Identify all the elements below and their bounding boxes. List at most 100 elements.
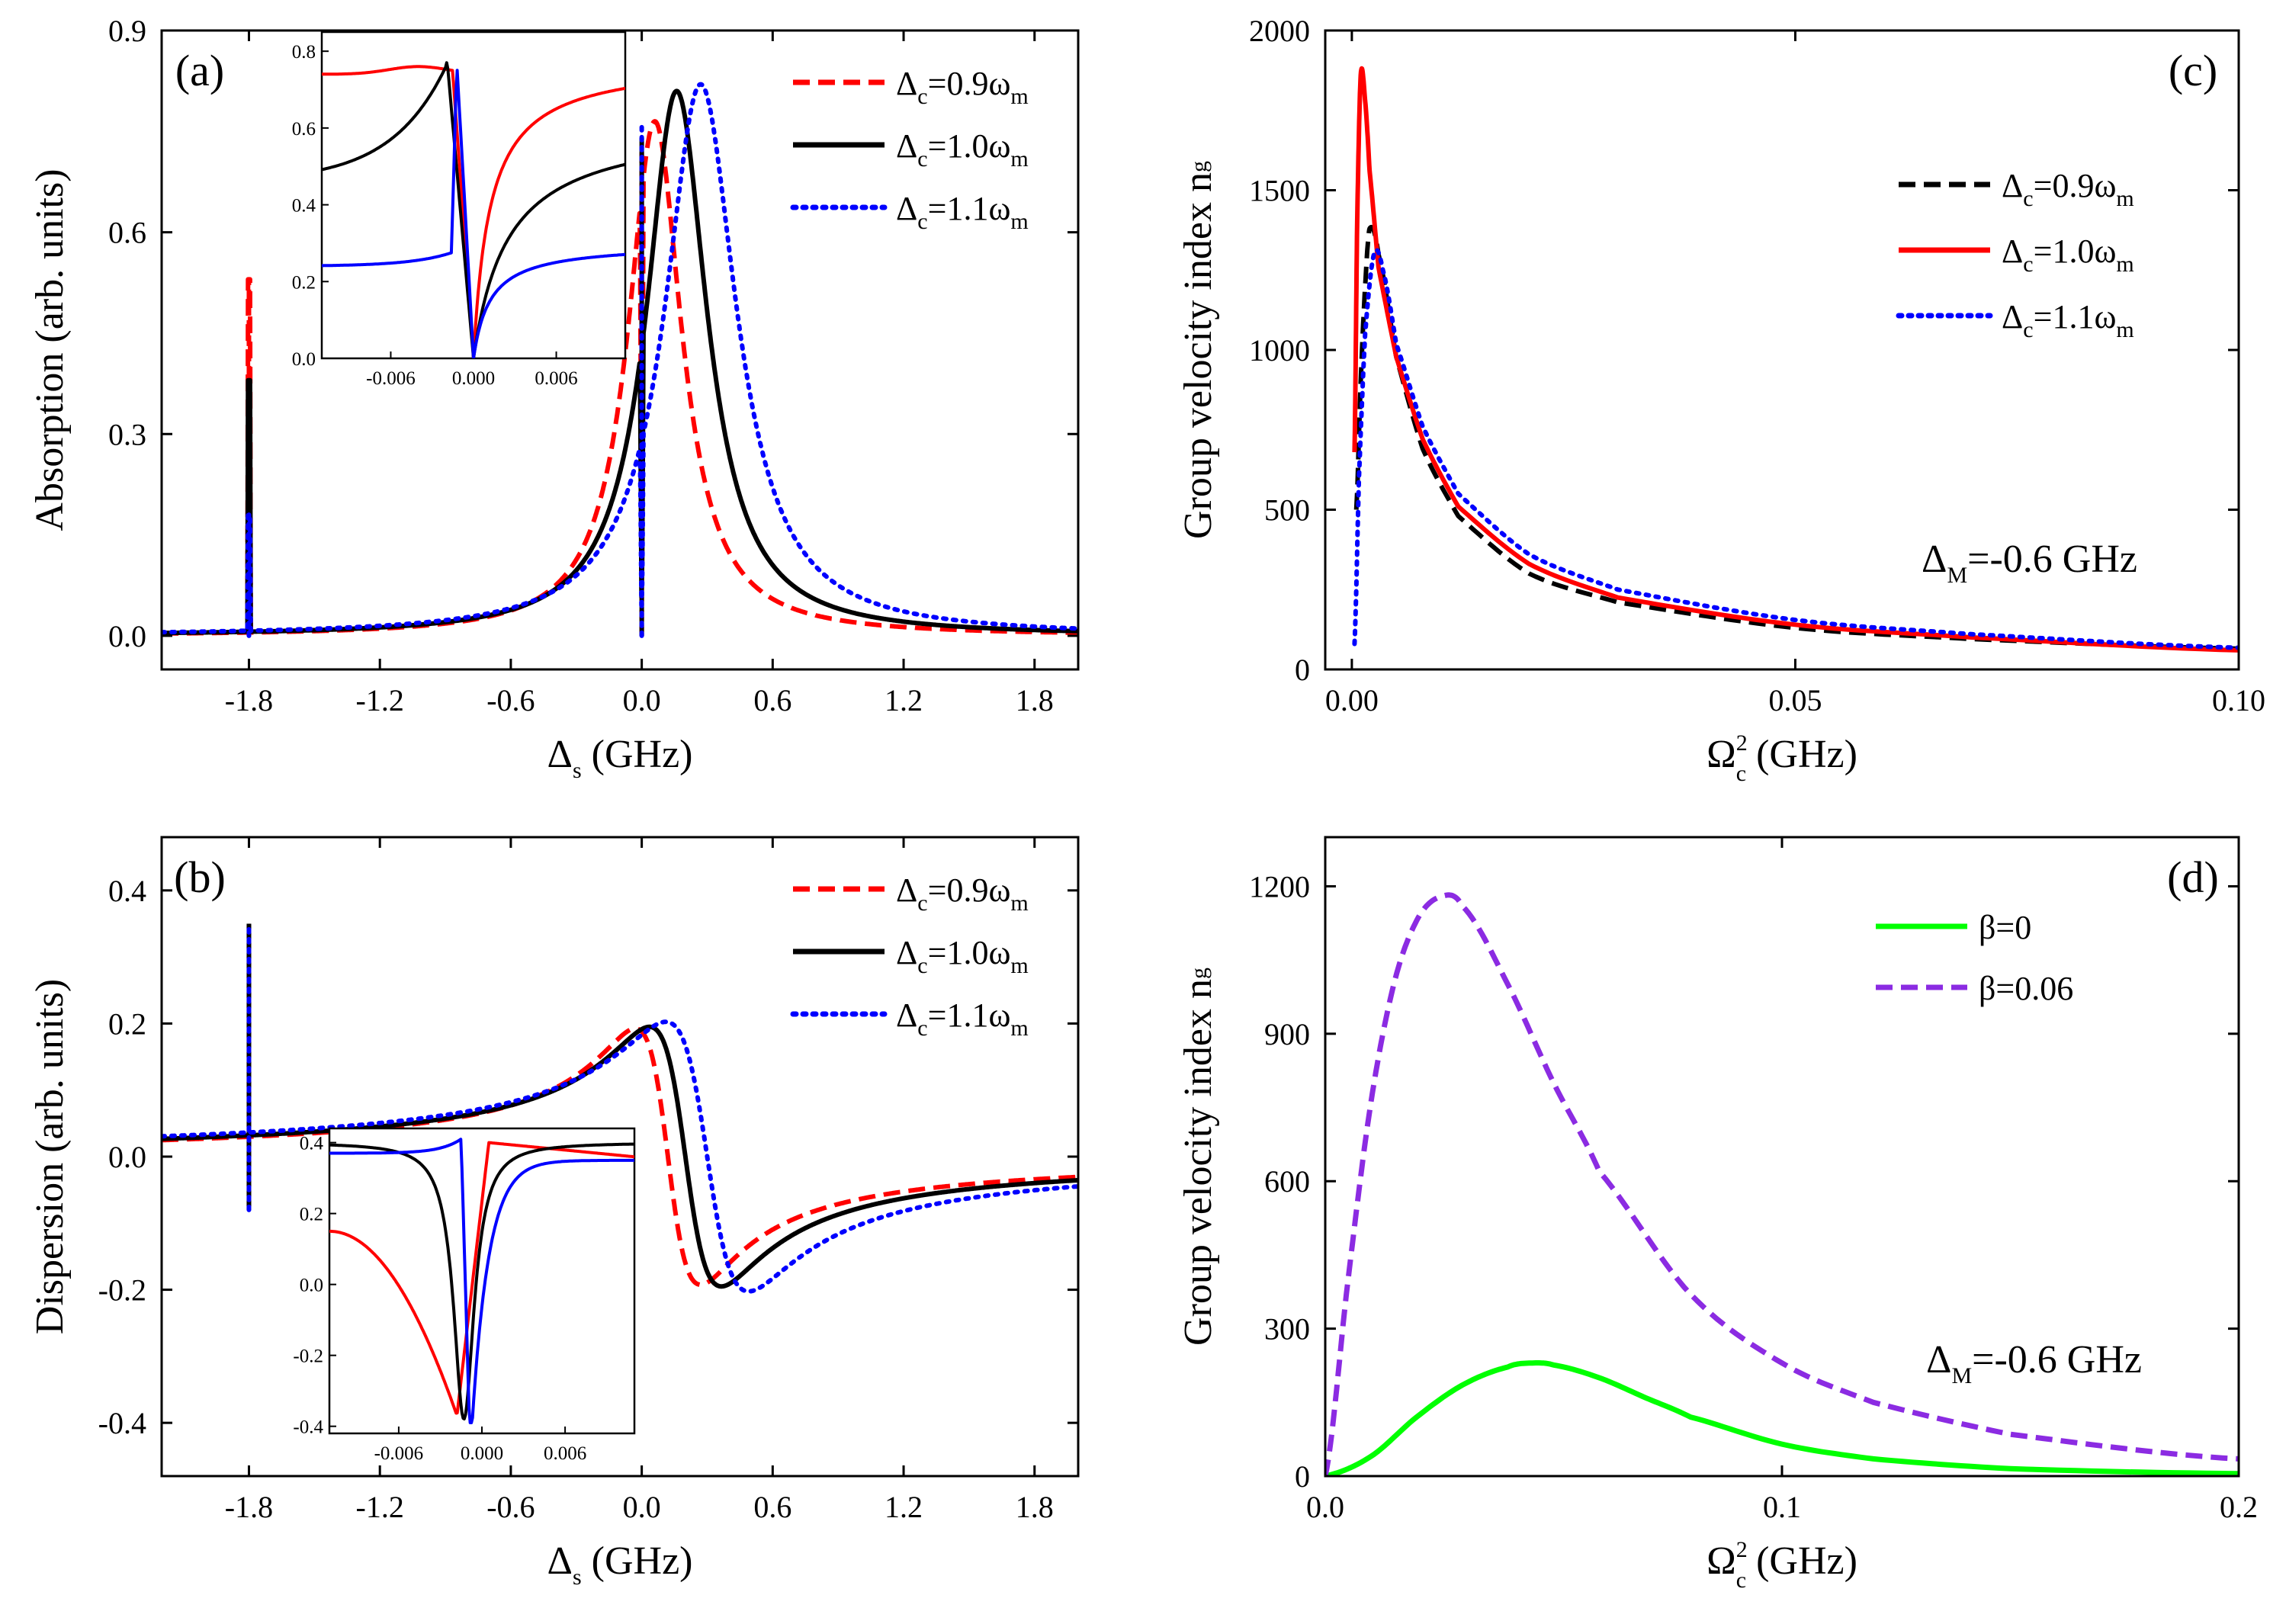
panel-c-curves (1352, 66, 2239, 653)
plot-frame (160, 29, 1080, 671)
inset-line (322, 65, 625, 358)
y-tick-label: 0.0 (108, 619, 146, 653)
inset-x-tick-label: 0.000 (452, 368, 495, 389)
series-line (162, 82, 1078, 635)
legend-sub: c (917, 84, 927, 109)
x-tick-label: 0.6 (753, 1490, 791, 1524)
legend-symbol: Δ (896, 934, 917, 971)
x-label-symbol: Δ (547, 1539, 573, 1583)
x-tick-label: 0.0 (1306, 1490, 1344, 1524)
legend-symbol: Δ (2002, 298, 2023, 335)
legend-label: Δc=0.9ωm (896, 871, 1029, 916)
y-axis-label: Group velocity index ng (1177, 968, 1220, 1346)
x-label-symbol: Ω (1706, 733, 1736, 776)
y-tick-label: 0 (1295, 1459, 1310, 1494)
series-line (162, 1024, 1078, 1289)
inset-y-tick-label: -0.4 (293, 1417, 323, 1438)
panel-a-curves (162, 82, 1078, 638)
inset-curves (329, 1138, 634, 1424)
legend-rest: =0.9ω (928, 65, 1011, 102)
panel-label: (b) (174, 852, 226, 902)
x-label-unit: (GHz) (1746, 733, 1857, 776)
legend-symbol: Δ (2002, 167, 2023, 204)
inset-y-tick-label: 0.8 (292, 42, 316, 63)
x-tick-label: -1.8 (225, 683, 273, 717)
x-axis-label: Ω2 c (GHz) (1706, 730, 1857, 786)
legend-sub2: m (1010, 146, 1028, 172)
legend-name: β=0.06 (1979, 970, 2073, 1007)
legend-sub: c (2023, 186, 2033, 211)
inset-y-tick-label: 0.4 (292, 196, 316, 217)
x-label-sup: 2 (1736, 1537, 1748, 1562)
delta-m-annotation: ΔM=-0.6 GHz (1922, 538, 2137, 588)
legend-sub2: m (1010, 891, 1028, 916)
series-line (162, 1019, 1078, 1294)
y-label-text: Group velocity index n (1177, 172, 1220, 539)
inset-x-tick-label: 0.006 (535, 368, 577, 389)
inset-frame (320, 30, 627, 360)
inset-x-tick-label: 0.000 (461, 1443, 503, 1464)
x-tick-label: 0.2 (2220, 1490, 2258, 1524)
y-label-text: Absorption (arb. units) (28, 168, 72, 531)
inset-y-tick-label: 0.2 (292, 272, 316, 293)
legend-symbol: Δ (896, 65, 917, 102)
panel-label: (a) (175, 46, 224, 95)
y-tick-label: 0.9 (108, 14, 146, 48)
annotation-sub: M (1947, 563, 1967, 588)
legend-symbol: Δ (896, 127, 917, 165)
inset-y-tick-label: 0.6 (292, 119, 316, 140)
panel-d: 0.0 0.1 0.2 0 300 600 900 1200 Ω2 c (GHz) Group ve… (1177, 836, 2258, 1593)
y-tick-label: -0.2 (98, 1273, 146, 1308)
inset-line (329, 1138, 634, 1424)
annotation-sub: M (1951, 1363, 1972, 1388)
legend-sub: c (2023, 317, 2033, 342)
y-tick-label: 300 (1264, 1312, 1310, 1346)
legend-rest: =0.9ω (928, 871, 1011, 909)
y-label-sub: g (1186, 161, 1212, 172)
inset-line (322, 69, 625, 358)
legend-sub2: m (1010, 84, 1028, 109)
series-line (1352, 247, 2239, 650)
y-tick-label: 0 (1295, 653, 1310, 687)
x-tick-label: -1.8 (225, 1490, 273, 1524)
panel-b-curves (162, 921, 1078, 1294)
legend-sub: c (917, 891, 927, 916)
x-tick-label: 0.05 (1768, 683, 1822, 717)
x-label-unit: (GHz) (1746, 1539, 1857, 1583)
x-label-sup: 2 (1736, 730, 1748, 756)
legend-symbol: Δ (2002, 233, 2023, 270)
y-axis-label: Dispersion (arb. units) (28, 979, 72, 1334)
y-tick-label: -0.4 (98, 1406, 146, 1440)
legend-symbol: Δ (896, 997, 917, 1034)
series-line (1353, 224, 2239, 651)
legend-rest: =1.1ω (928, 190, 1011, 227)
panel-a: -1.8 -1.2 -0.6 0.0 0.6 1.2 1.8 0.0 0.3 0.6 0.9 Δs (… (28, 14, 1080, 783)
legend-sub2: m (1010, 953, 1028, 978)
x-tick-label: 0.1 (1763, 1490, 1801, 1524)
legend-symbol: Δ (896, 190, 917, 227)
series-line (1325, 1360, 2239, 1476)
y-tick-label: 500 (1264, 493, 1310, 528)
x-tick-label: 0.10 (2212, 683, 2265, 717)
y-tick-label: 0.2 (108, 1006, 146, 1041)
panel-d-curves (1325, 892, 2239, 1476)
legend-label: β=0 (1979, 909, 2031, 946)
x-label-sub: s (573, 1565, 582, 1590)
inset-y-tick-label: 0.0 (292, 349, 316, 370)
x-axis-label: Δs (GHz) (547, 1539, 693, 1590)
x-label-unit: (GHz) (582, 733, 693, 776)
x-tick-label: 1.2 (885, 1490, 923, 1524)
y-axis-label: Absorption (arb. units) (28, 168, 72, 531)
y-tick-label: 2000 (1249, 14, 1310, 48)
x-axis-label: Ω2 c (GHz) (1706, 1537, 1857, 1593)
y-tick-label: 0.6 (108, 216, 146, 250)
legend-label: Δc=0.9ωm (2002, 167, 2134, 211)
inset-y-tick-label: 0.2 (300, 1205, 323, 1225)
legend-label: Δc=1.0ωm (2002, 233, 2134, 277)
legend-rest: =0.9ω (2034, 167, 2117, 204)
annotation-symbol: Δ (1922, 538, 1947, 581)
legend-sub2: m (1010, 209, 1028, 234)
legend-rest: =1.0ω (928, 934, 1011, 971)
legend-rest: =1.1ω (2034, 298, 2117, 335)
